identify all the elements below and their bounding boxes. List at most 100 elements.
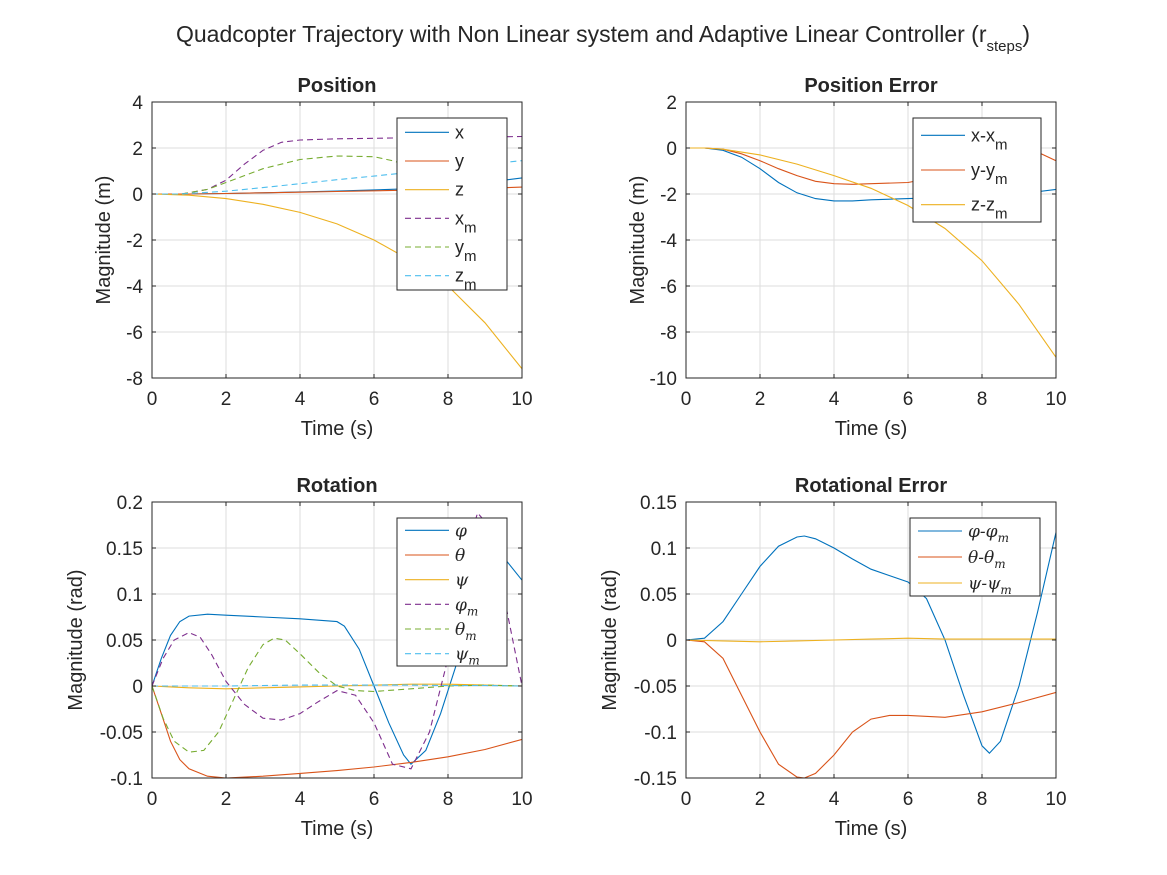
y-tick-label: -0.1: [110, 769, 143, 790]
legend-label: xm: [455, 208, 477, 236]
y-tick-label: -4: [126, 277, 143, 298]
y-tick-label: -2: [126, 231, 143, 252]
subplot-title: Rotation: [296, 475, 377, 497]
y-tick-label: 2: [132, 139, 143, 160]
legend: φ-φm θ-θm ψ-ψm: [909, 517, 1041, 597]
y-tick-label: -10: [650, 369, 677, 390]
y-tick-label: -8: [660, 323, 677, 344]
x-tick-label: 4: [295, 789, 306, 810]
x-tick-label: 0: [147, 789, 158, 810]
legend-label: ym: [455, 237, 477, 265]
x-tick-label: 2: [221, 789, 232, 810]
x-tick-label: 2: [221, 389, 232, 410]
subplot-title: Position: [298, 75, 377, 97]
y-axis-label: Magnitude (m): [627, 176, 649, 305]
y-tick-label: 0: [132, 677, 143, 698]
series-line-2: [686, 639, 1056, 778]
y-tick-label: 0.05: [106, 631, 143, 652]
x-tick-label: 2: [755, 789, 766, 810]
x-tick-label: 10: [511, 389, 532, 410]
series-line-2: [152, 685, 522, 778]
x-tick-label: 0: [681, 789, 692, 810]
subplot-title: Position Error: [804, 75, 938, 97]
x-tick-label: 10: [1045, 789, 1066, 810]
legend-label: φ-φm: [968, 522, 1009, 545]
y-tick-label: 0.2: [117, 493, 143, 514]
y-tick-label: -0.05: [634, 677, 677, 698]
legend-label: y: [455, 151, 464, 171]
series-line-3: [686, 147, 1056, 358]
x-tick-label: 4: [829, 389, 840, 410]
legend-box: [396, 517, 508, 667]
x-axis-label: Time (s): [835, 418, 908, 440]
x-tick-label: 2: [755, 389, 766, 410]
subplot-title: Rotational Error: [795, 475, 947, 497]
legend-label: θ: [455, 546, 465, 566]
y-tick-label: -0.15: [634, 769, 677, 790]
legend: x-xm y-ym z-zm: [912, 117, 1042, 223]
series-line-6: [152, 160, 522, 195]
subplot-3: 0 2 4 6 8 10 -0.1 -0.05 0 0.05 0.1 0.15 0.2 Rotation T…: [65, 475, 533, 840]
legend-label: y-ym: [971, 160, 1008, 188]
y-tick-label: 0: [666, 139, 677, 160]
series-line-6: [152, 684, 522, 687]
y-tick-label: 4: [132, 93, 143, 114]
x-tick-label: 6: [369, 789, 380, 810]
y-tick-label: -6: [126, 323, 143, 344]
legend-label: zm: [455, 266, 477, 294]
legend-label: φ: [455, 521, 467, 541]
x-tick-label: 8: [443, 389, 454, 410]
legend-label: z-zm: [971, 195, 1008, 223]
x-tick-label: 10: [511, 789, 532, 810]
subplot-4: 0 2 4 6 8 10 -0.15 -0.1 -0.05 0 0.05 0.1 0.15 Rotatio…: [599, 475, 1067, 840]
legend-label: z: [455, 180, 464, 200]
y-tick-label: 0.05: [640, 585, 677, 606]
legend-label: x-xm: [971, 125, 1008, 153]
legend-label: ψ: [455, 571, 469, 591]
y-tick-label: 0.15: [106, 539, 143, 560]
x-tick-label: 6: [369, 389, 380, 410]
y-tick-label: 2: [666, 93, 677, 114]
figure-title: Quadcopter Trajectory with Non Linear sy…: [176, 21, 1030, 55]
legend-label: θm: [455, 620, 477, 643]
y-tick-label: -2: [660, 185, 677, 206]
y-tick-label: 0.15: [640, 493, 677, 514]
legend-label: φm: [455, 595, 478, 618]
legend-label: ψ-ψm: [968, 574, 1012, 597]
y-tick-label: -0.05: [100, 723, 143, 744]
y-axis-label: Magnitude (rad): [65, 569, 87, 710]
x-tick-label: 0: [681, 389, 692, 410]
series-line-4: [152, 511, 522, 770]
y-axis-label: Magnitude (m): [93, 176, 115, 305]
x-axis-label: Time (s): [301, 818, 374, 840]
x-tick-label: 4: [295, 389, 306, 410]
x-tick-label: 10: [1045, 389, 1066, 410]
series-line-3: [152, 683, 522, 690]
legend-box: [396, 117, 508, 291]
y-tick-label: -8: [126, 369, 143, 390]
x-tick-label: 8: [977, 389, 988, 410]
series-line-3: [686, 637, 1056, 643]
x-tick-label: 8: [443, 789, 454, 810]
subplot-2: 0 2 4 6 8 10 -10 -8 -6 -4 -2 0 2 Position Error Time (…: [627, 75, 1067, 440]
x-tick-label: 0: [147, 389, 158, 410]
series-line-5: [152, 637, 522, 753]
y-tick-label: -0.1: [644, 723, 677, 744]
y-tick-label: -4: [660, 231, 677, 252]
y-tick-label: -6: [660, 277, 677, 298]
x-axis-label: Time (s): [835, 818, 908, 840]
x-tick-label: 8: [977, 789, 988, 810]
legend-label: ψm: [455, 645, 480, 668]
x-tick-label: 6: [903, 789, 914, 810]
y-axis-label: Magnitude (rad): [599, 569, 621, 710]
y-tick-label: 0: [666, 631, 677, 652]
x-tick-label: 6: [903, 389, 914, 410]
series-line-3: [152, 193, 522, 370]
series-line-1: [686, 532, 1056, 754]
subplot-1: 0 2 4 6 8 10 -8 -6 -4 -2 0 2 4 Position Time (s) Magnit…: [93, 75, 533, 440]
x-axis-label: Time (s): [301, 418, 374, 440]
legend-label: x: [455, 122, 464, 142]
